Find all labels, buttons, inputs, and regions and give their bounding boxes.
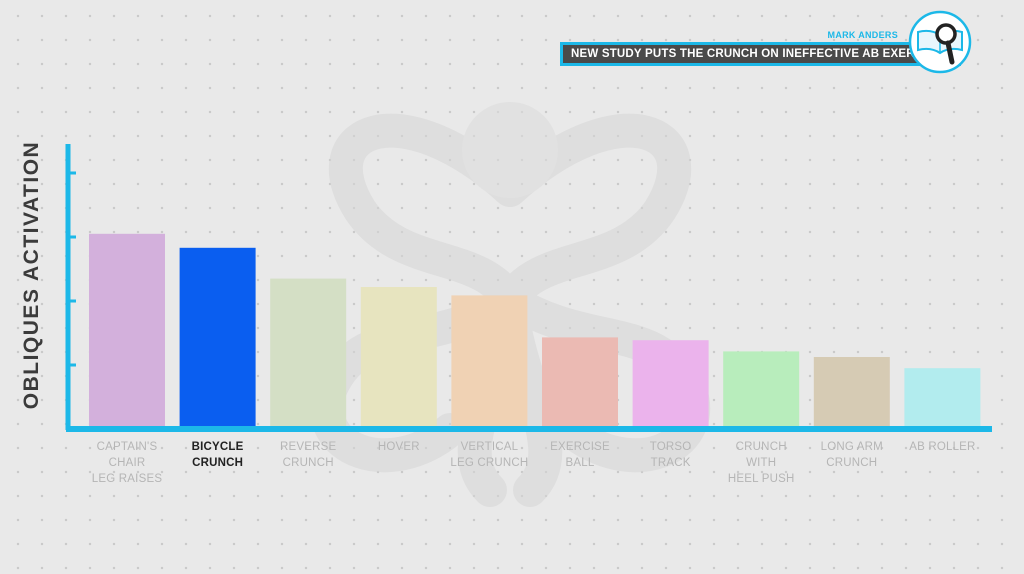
x-tick-label-line: BALL [565, 457, 595, 469]
bar-ab-roller [904, 368, 981, 427]
x-tick-label-line: LEG RAISES [91, 473, 163, 485]
x-tick-label-line: CRUNCH [282, 457, 334, 469]
x-tick-label: AB ROLLER [896, 439, 988, 455]
bar-captain-s-chair-leg-raises [89, 233, 165, 427]
x-tick-label: CAPTAIN'S CHAIR LEG RAISES [81, 439, 173, 487]
x-tick-label-line: EXERCISE [550, 441, 610, 453]
x-tick-label-line: LEG CRUNCH [450, 457, 529, 469]
magnifier-book-logo-icon [908, 10, 972, 74]
x-tick-label-line: BICYCLE [191, 441, 244, 453]
bar-torso-track [632, 340, 709, 427]
x-tick-label-line: CRUNCH [735, 441, 787, 453]
headline-banner: NEW STUDY PUTS THE CRUNCH ON INEFFECTIVE… [560, 42, 962, 66]
x-tick-label: REVERSE CRUNCH [262, 439, 354, 471]
x-tick-label-line: TRACK [650, 457, 691, 469]
x-tick-label-line: CRUNCH [192, 457, 244, 469]
x-tick-label-line: REVERSE [280, 441, 337, 453]
bar-bicycle-crunch [179, 247, 256, 427]
x-tick-label: TORSO TRACK [625, 439, 717, 471]
x-tick-label: LONG ARM CRUNCH [806, 439, 898, 471]
x-tick-label: HOVER [353, 439, 445, 455]
bar-vertical-leg-crunch [451, 295, 528, 427]
x-tick-label-line: HEEL PUSH [727, 473, 795, 485]
x-tick-label-line: WITH [746, 457, 777, 469]
x-tick-label-line: CHAIR [108, 457, 146, 469]
x-tick-label: VERTICAL LEG CRUNCH [443, 439, 535, 471]
author-byline: MARK ANDERS [827, 30, 898, 40]
x-tick-label: CRUNCH WITH HEEL PUSH [715, 439, 807, 487]
x-tick-label-line: CRUNCH [826, 457, 878, 469]
x-tick-label-line: CAPTAIN'S [96, 441, 158, 453]
bar-long-arm-crunch [813, 357, 890, 427]
bar-reverse-crunch [270, 278, 347, 427]
x-tick-label-line: AB ROLLER [909, 441, 976, 453]
x-tick-label-line: VERTICAL [460, 441, 519, 453]
x-tick-label-line: TORSO [649, 441, 692, 453]
bar-hover [360, 287, 437, 427]
bar-crunch-with-heel-push [723, 351, 800, 427]
x-tick-label-line: HOVER [377, 441, 420, 453]
x-tick-label: BICYCLE CRUNCH [172, 439, 264, 471]
bar-exercise-ball [542, 337, 618, 427]
x-tick-label-line: LONG ARM [820, 441, 883, 453]
x-tick-label: EXERCISE BALL [534, 439, 626, 471]
